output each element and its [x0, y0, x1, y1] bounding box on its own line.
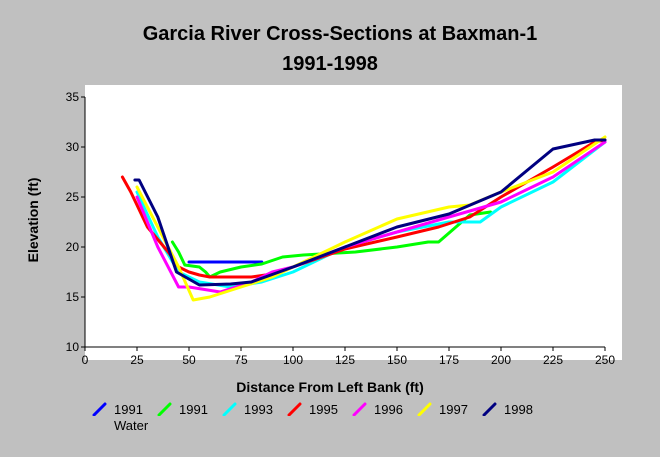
x-tick-label: 100	[283, 353, 303, 367]
x-tick-label: 125	[335, 353, 355, 367]
legend-item: 1991 Water	[90, 402, 148, 434]
legend-label: 1997	[439, 402, 468, 417]
x-tick-label: 175	[439, 353, 459, 367]
legend-swatch	[90, 402, 110, 416]
x-tick-label: 150	[387, 353, 407, 367]
x-tick-label: 225	[543, 353, 563, 367]
legend-item: 1997	[415, 402, 468, 418]
x-tick-label: 250	[595, 353, 615, 367]
series-line-1998	[133, 138, 607, 287]
legend-item: 1995	[285, 402, 338, 418]
legend-swatch	[220, 402, 240, 416]
legend-swatch	[285, 402, 305, 416]
y-tick-label: 30	[66, 140, 80, 154]
x-tick-label: 200	[491, 353, 511, 367]
y-tick-label: 10	[66, 340, 80, 354]
y-tick-label: 25	[66, 190, 80, 204]
x-tick-label: 0	[82, 353, 89, 367]
y-tick-label: 15	[66, 290, 80, 304]
y-axis-title: Elevation (ft)	[25, 178, 41, 263]
legend: 1991 Water 1991 1993 1995 1996 1997 1998	[90, 402, 650, 452]
series-group	[120, 135, 607, 302]
y-tick-label: 20	[66, 240, 80, 254]
series-line-1991	[170, 210, 493, 279]
legend-item: 1993	[220, 402, 273, 418]
y-tick-label: 35	[66, 90, 80, 104]
legend-label: 1998	[504, 402, 533, 417]
x-tick-label: 75	[234, 353, 248, 367]
legend-label: 1995	[309, 402, 338, 417]
legend-item: 1991	[155, 402, 208, 418]
legend-label: 1991	[179, 402, 208, 417]
legend-label-sub: Water	[114, 418, 149, 433]
legend-item: 1996	[350, 402, 403, 418]
legend-label: 1991	[114, 402, 143, 417]
plot-area	[85, 85, 622, 360]
legend-label: 1996	[374, 402, 403, 417]
legend-swatch	[480, 402, 500, 416]
legend-label: 1993	[244, 402, 273, 417]
legend-swatch	[350, 402, 370, 416]
legend-item: 1998	[480, 402, 533, 418]
x-axis-title: Distance From Left Bank (ft)	[236, 379, 423, 395]
legend-swatch	[415, 402, 435, 416]
legend-swatch	[155, 402, 175, 416]
x-tick-label: 25	[130, 353, 144, 367]
chart-subtitle: 1991-1998	[282, 53, 378, 75]
x-tick-label: 50	[182, 353, 196, 367]
chart-title: Garcia River Cross-Sections at Baxman-1	[143, 23, 538, 45]
axes: 0 25 50 75 100 125 150 175 200 225 250 10 15 20 25 30 35	[66, 90, 616, 367]
